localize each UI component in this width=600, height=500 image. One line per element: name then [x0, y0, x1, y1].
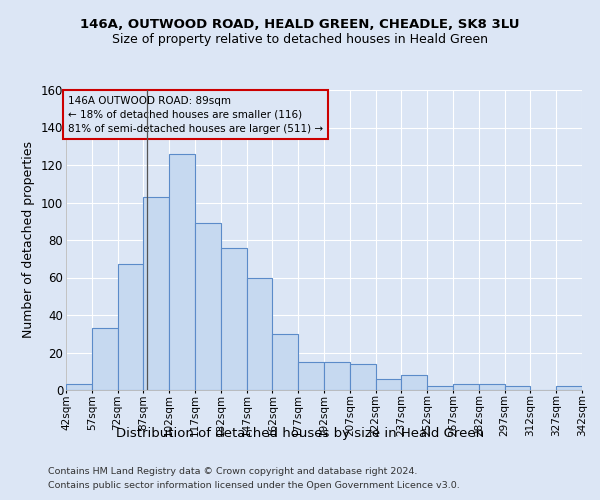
Bar — [324, 362, 350, 390]
Y-axis label: Number of detached properties: Number of detached properties — [22, 142, 35, 338]
Bar — [427, 386, 453, 390]
Bar — [92, 328, 118, 390]
Bar — [505, 386, 530, 390]
Bar — [350, 364, 376, 390]
Bar — [195, 223, 221, 390]
Bar — [247, 278, 272, 390]
Text: Contains HM Land Registry data © Crown copyright and database right 2024.: Contains HM Land Registry data © Crown c… — [48, 468, 418, 476]
Bar — [272, 334, 298, 390]
Bar — [169, 154, 195, 390]
Bar — [298, 362, 324, 390]
Bar — [376, 379, 401, 390]
Text: Distribution of detached houses by size in Heald Green: Distribution of detached houses by size … — [116, 428, 484, 440]
Bar — [221, 248, 247, 390]
Bar — [66, 384, 92, 390]
Bar — [143, 197, 169, 390]
Bar — [118, 264, 143, 390]
Bar — [556, 386, 582, 390]
Bar — [479, 384, 505, 390]
Text: 146A OUTWOOD ROAD: 89sqm
← 18% of detached houses are smaller (116)
81% of semi-: 146A OUTWOOD ROAD: 89sqm ← 18% of detach… — [68, 96, 323, 134]
Text: 146A, OUTWOOD ROAD, HEALD GREEN, CHEADLE, SK8 3LU: 146A, OUTWOOD ROAD, HEALD GREEN, CHEADLE… — [80, 18, 520, 30]
Bar — [453, 384, 479, 390]
Bar — [401, 375, 427, 390]
Text: Contains public sector information licensed under the Open Government Licence v3: Contains public sector information licen… — [48, 481, 460, 490]
Text: Size of property relative to detached houses in Heald Green: Size of property relative to detached ho… — [112, 32, 488, 46]
